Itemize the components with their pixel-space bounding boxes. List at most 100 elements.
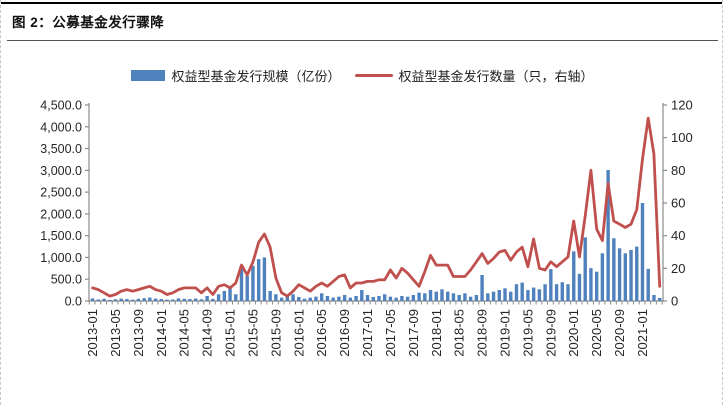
- title-divider: [7, 40, 718, 41]
- bar-2020-02: [577, 273, 582, 301]
- bar-2013-05: [113, 299, 118, 301]
- bar-2018-08: [474, 294, 479, 301]
- bar-2019-08: [543, 284, 547, 301]
- bar-2014-02: [165, 299, 169, 301]
- bar-2019-06: [531, 287, 536, 301]
- axis-tick-label: 120: [671, 98, 693, 113]
- bar-2016-12: [360, 290, 364, 301]
- bar-2017-02: [371, 296, 375, 301]
- bar-2015-10: [279, 297, 284, 301]
- bar-2017-01: [365, 294, 370, 301]
- bar-2014-11: [216, 294, 221, 301]
- bar-2015-12: [291, 294, 295, 301]
- bar-2018-10: [486, 293, 490, 301]
- axis-tick-label: 1,500.0: [40, 229, 82, 243]
- bar-2019-05: [526, 290, 530, 301]
- bar-2017-05: [388, 296, 393, 301]
- bar-2014-09: [205, 295, 209, 301]
- axis-tick-label: 2015-09: [268, 309, 283, 357]
- axis-tick-label: 2016-01: [291, 309, 306, 357]
- bar-2015-09: [274, 294, 278, 301]
- axis-tick-label: 2020-01: [566, 309, 581, 357]
- bar-2017-10: [417, 292, 421, 301]
- bar-2014-05: [182, 298, 186, 301]
- bar-2016-07: [331, 297, 335, 301]
- axis-tick-label: 2013-01: [85, 309, 100, 357]
- bar-2016-08: [337, 296, 341, 301]
- bar-2020-12: [635, 246, 639, 301]
- axis-tick-label: 4,000.0: [40, 120, 82, 134]
- bar-2017-09: [411, 294, 416, 301]
- axis-tick-label: 2016-05: [314, 309, 329, 357]
- axis-tick-label: 2,000.0: [40, 207, 82, 221]
- bar-2018-11: [491, 291, 496, 301]
- bar-2015-05: [251, 265, 255, 301]
- bar-2017-07: [400, 295, 404, 301]
- line-series: [91, 116, 662, 298]
- axis-tick-label: 2021-01: [635, 309, 650, 357]
- bar-2018-04: [451, 293, 456, 301]
- bar-2015-02: [234, 294, 238, 301]
- axis-tick-label: 2020-05: [589, 309, 604, 357]
- bar-2019-02: [509, 291, 513, 301]
- bar-2016-03: [308, 297, 312, 301]
- axis-tick-label: 0.0: [65, 295, 82, 309]
- bar-2020-10: [623, 253, 628, 301]
- bar-series-swatch: [131, 70, 166, 81]
- bar-2021-01: [640, 203, 645, 301]
- bar-2019-10: [554, 284, 559, 301]
- line-series-swatch: [354, 73, 393, 78]
- bar-2016-11: [354, 295, 358, 301]
- axis-tick-label: 4,500.0: [40, 99, 82, 113]
- bar-2018-09: [480, 275, 484, 301]
- bar-2018-03: [446, 291, 450, 301]
- axis-tick-label: 2015-01: [223, 309, 238, 357]
- bar-2013-04: [108, 299, 112, 301]
- axis-tick-label: 500.0: [51, 273, 82, 287]
- bar-2019-03: [514, 284, 519, 301]
- bar-2016-10: [348, 297, 353, 301]
- bar-2015-01: [228, 285, 232, 301]
- axis-tick-label: 2018-09: [475, 309, 490, 357]
- axis-tick-label: 2014-05: [177, 309, 192, 357]
- bar-2014-10: [211, 298, 215, 301]
- bar-2016-06: [325, 295, 330, 301]
- legend-item-bar-series: 权益型基金发行规模（亿份）: [131, 66, 341, 85]
- bar-2013-08: [130, 299, 135, 301]
- bar-2019-09: [549, 269, 553, 301]
- bar-2013-07: [125, 299, 129, 301]
- bar-2015-06: [256, 259, 261, 301]
- chart-legend: 权益型基金发行规模（亿份） 权益型基金发行数量（只，右轴）: [1, 66, 722, 85]
- bar-2021-04: [657, 297, 662, 301]
- bar-2020-08: [612, 238, 616, 301]
- bar-2017-06: [394, 297, 398, 301]
- axis-tick-label: 40: [671, 228, 685, 243]
- bar-2013-12: [153, 298, 158, 301]
- bar-2017-04: [383, 294, 387, 301]
- bar-2013-03: [102, 298, 106, 301]
- bar-2016-04: [314, 296, 318, 301]
- bar-2021-03: [652, 294, 656, 301]
- axis-tick-label: 2019-05: [520, 309, 535, 357]
- top-rule: [1, 2, 722, 4]
- bar-2019-07: [537, 289, 542, 301]
- bar-2016-05: [319, 293, 324, 301]
- axis-tick-label: 2017-09: [406, 309, 421, 357]
- bar-2020-04: [589, 268, 593, 301]
- bar-2013-10: [142, 298, 146, 301]
- bar-2015-08: [268, 290, 272, 301]
- bar-2015-03: [239, 269, 244, 301]
- axis-tick-label: 2015-05: [245, 309, 260, 357]
- bar-2019-01: [503, 288, 507, 301]
- axis-tick-label: 2018-01: [429, 309, 444, 357]
- axis-tick-label: 100: [671, 130, 693, 145]
- bar-2013-11: [148, 297, 152, 301]
- chart-canvas: 0.0 500.0 1,000.0 1,500.0 2,000.0 2,500.0 3,00…: [40, 98, 693, 357]
- bar-2018-01: [434, 291, 438, 301]
- bar-2019-04: [520, 282, 524, 301]
- bar-2013-09: [136, 298, 141, 301]
- axis-tick-label: 2014-09: [200, 309, 215, 357]
- axis-tick-label: 0: [671, 294, 678, 309]
- bar-2015-11: [285, 295, 290, 301]
- bar-series-label: 权益型基金发行规模（亿份）: [171, 69, 341, 84]
